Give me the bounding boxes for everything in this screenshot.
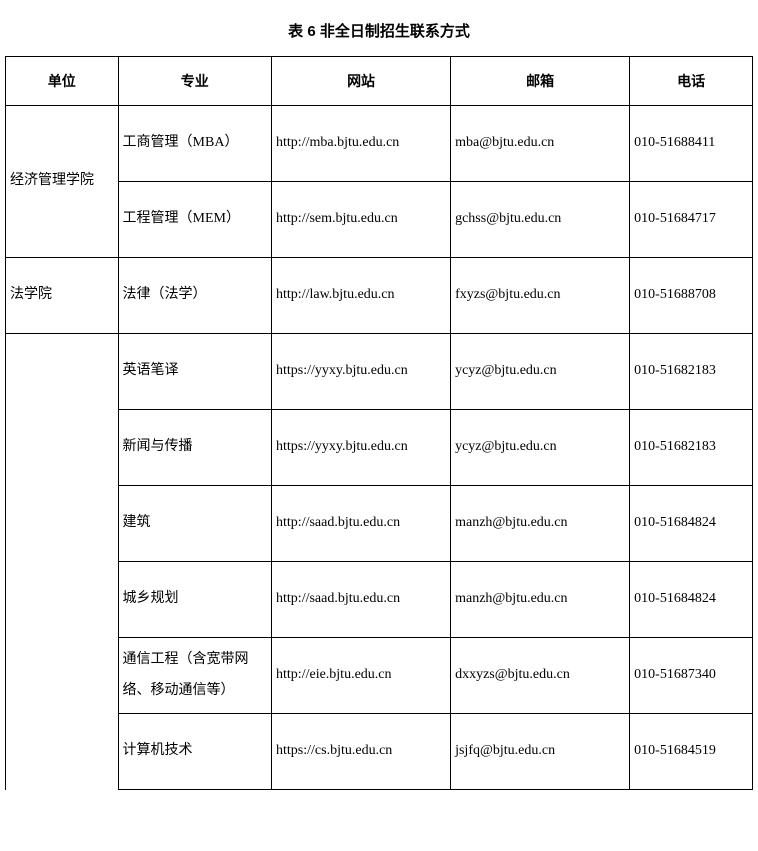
cell-site: http://sem.bjtu.edu.cn xyxy=(272,182,451,258)
cell-email: gchss@bjtu.edu.cn xyxy=(451,182,630,258)
table-row: 经济管理学院工商管理（MBA）http://mba.bjtu.edu.cnmba… xyxy=(6,106,753,182)
cell-unit: 经济管理学院 xyxy=(6,106,119,258)
cell-site: https://yyxy.bjtu.edu.cn xyxy=(272,334,451,410)
cell-email: fxyzs@bjtu.edu.cn xyxy=(451,258,630,334)
table-header-row: 单位 专业 网站 邮箱 电话 xyxy=(6,57,753,106)
cell-site: http://eie.bjtu.edu.cn xyxy=(272,638,451,714)
cell-major: 英语笔译 xyxy=(118,334,271,410)
cell-email: ycyz@bjtu.edu.cn xyxy=(451,334,630,410)
cell-site: http://saad.bjtu.edu.cn xyxy=(272,486,451,562)
cell-email: dxxyzs@bjtu.edu.cn xyxy=(451,638,630,714)
cell-phone: 010-51682183 xyxy=(630,410,753,486)
cell-site: http://saad.bjtu.edu.cn xyxy=(272,562,451,638)
cell-phone: 010-51688411 xyxy=(630,106,753,182)
table-row: 建筑http://saad.bjtu.edu.cnmanzh@bjtu.edu.… xyxy=(6,486,753,562)
cell-phone: 010-51682183 xyxy=(630,334,753,410)
cell-major: 工程管理（MEM） xyxy=(118,182,271,258)
header-site: 网站 xyxy=(272,57,451,106)
table-title: 表 6 非全日制招生联系方式 xyxy=(5,20,753,41)
cell-major: 计算机技术 xyxy=(118,714,271,790)
cell-major: 新闻与传播 xyxy=(118,410,271,486)
table-row: 工程管理（MEM）http://sem.bjtu.edu.cngchss@bjt… xyxy=(6,182,753,258)
cell-phone: 010-51684824 xyxy=(630,562,753,638)
cell-site: https://yyxy.bjtu.edu.cn xyxy=(272,410,451,486)
cell-major: 建筑 xyxy=(118,486,271,562)
cell-phone: 010-51687340 xyxy=(630,638,753,714)
cell-phone: 010-51688708 xyxy=(630,258,753,334)
table-row: 英语笔译https://yyxy.bjtu.edu.cnycyz@bjtu.ed… xyxy=(6,334,753,410)
table-row: 通信工程（含宽带网络、移动通信等）http://eie.bjtu.edu.cnd… xyxy=(6,638,753,714)
header-major: 专业 xyxy=(118,57,271,106)
cell-site: http://mba.bjtu.edu.cn xyxy=(272,106,451,182)
cell-major: 通信工程（含宽带网络、移动通信等） xyxy=(118,638,271,714)
header-email: 邮箱 xyxy=(451,57,630,106)
cell-phone: 010-51684824 xyxy=(630,486,753,562)
cell-unit xyxy=(6,334,119,790)
cell-site: http://law.bjtu.edu.cn xyxy=(272,258,451,334)
cell-email: manzh@bjtu.edu.cn xyxy=(451,486,630,562)
cell-email: ycyz@bjtu.edu.cn xyxy=(451,410,630,486)
header-unit: 单位 xyxy=(6,57,119,106)
cell-unit: 法学院 xyxy=(6,258,119,334)
table-row: 法学院法律（法学）http://law.bjtu.edu.cnfxyzs@bjt… xyxy=(6,258,753,334)
header-phone: 电话 xyxy=(630,57,753,106)
cell-major: 城乡规划 xyxy=(118,562,271,638)
table-row: 计算机技术https://cs.bjtu.edu.cnjsjfq@bjtu.ed… xyxy=(6,714,753,790)
cell-email: mba@bjtu.edu.cn xyxy=(451,106,630,182)
cell-phone: 010-51684519 xyxy=(630,714,753,790)
table-row: 新闻与传播https://yyxy.bjtu.edu.cnycyz@bjtu.e… xyxy=(6,410,753,486)
cell-site: https://cs.bjtu.edu.cn xyxy=(272,714,451,790)
cell-major: 法律（法学） xyxy=(118,258,271,334)
cell-phone: 010-51684717 xyxy=(630,182,753,258)
contact-table: 单位 专业 网站 邮箱 电话 经济管理学院工商管理（MBA）http://mba… xyxy=(5,56,753,790)
cell-major: 工商管理（MBA） xyxy=(118,106,271,182)
cell-email: jsjfq@bjtu.edu.cn xyxy=(451,714,630,790)
cell-email: manzh@bjtu.edu.cn xyxy=(451,562,630,638)
table-row: 城乡规划http://saad.bjtu.edu.cnmanzh@bjtu.ed… xyxy=(6,562,753,638)
